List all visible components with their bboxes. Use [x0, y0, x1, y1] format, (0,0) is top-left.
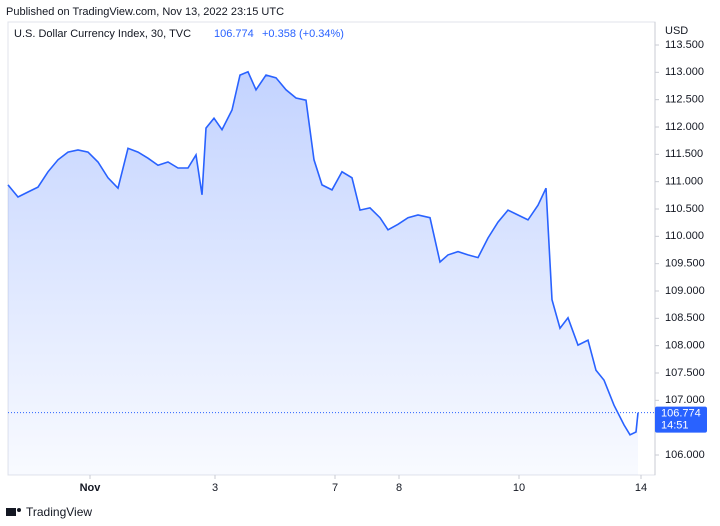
y-tick-label: 112.500	[665, 94, 704, 106]
y-tick-label: 111.000	[665, 176, 703, 188]
y-tick-label: 109.500	[665, 258, 705, 270]
y-tick-label: 111.500	[665, 148, 703, 160]
brand: TradingView	[26, 505, 92, 519]
currency-label: USD	[665, 25, 688, 37]
change: +0.358 (+0.34%)	[262, 28, 344, 40]
y-tick-label: 108.000	[665, 340, 705, 352]
y-tick-label: 106.000	[665, 449, 705, 461]
countdown: 14:51	[661, 420, 689, 432]
x-tick-label: 8	[396, 482, 402, 494]
last-value: 106.774	[214, 28, 254, 40]
y-tick-label: 113.000	[665, 66, 704, 78]
x-tick-label: 3	[212, 482, 218, 494]
footer-logo	[6, 508, 21, 516]
y-tick-label: 112.000	[665, 121, 704, 133]
y-tick-label: 110.500	[665, 203, 704, 215]
last-price-box	[655, 406, 707, 433]
y-tick-label: 108.500	[665, 312, 705, 324]
symbol-title: U.S. Dollar Currency Index, 30, TVC	[14, 28, 191, 40]
y-tick-label: 107.000	[665, 394, 705, 406]
x-tick-label: 14	[635, 482, 647, 494]
x-tick-label: Nov	[80, 482, 102, 494]
published-note: Published on TradingView.com, Nov 13, 20…	[6, 6, 284, 18]
x-tick-label: 10	[513, 482, 525, 494]
last-price-label: 106.774	[661, 408, 701, 420]
y-tick-label: 113.500	[665, 39, 704, 51]
x-tick-label: 7	[332, 482, 338, 494]
area	[8, 71, 638, 476]
y-tick-label: 109.000	[665, 285, 705, 297]
y-tick-label: 107.500	[665, 367, 705, 379]
price-line	[7, 70, 639, 436]
y-tick-label: 110.000	[665, 230, 704, 242]
